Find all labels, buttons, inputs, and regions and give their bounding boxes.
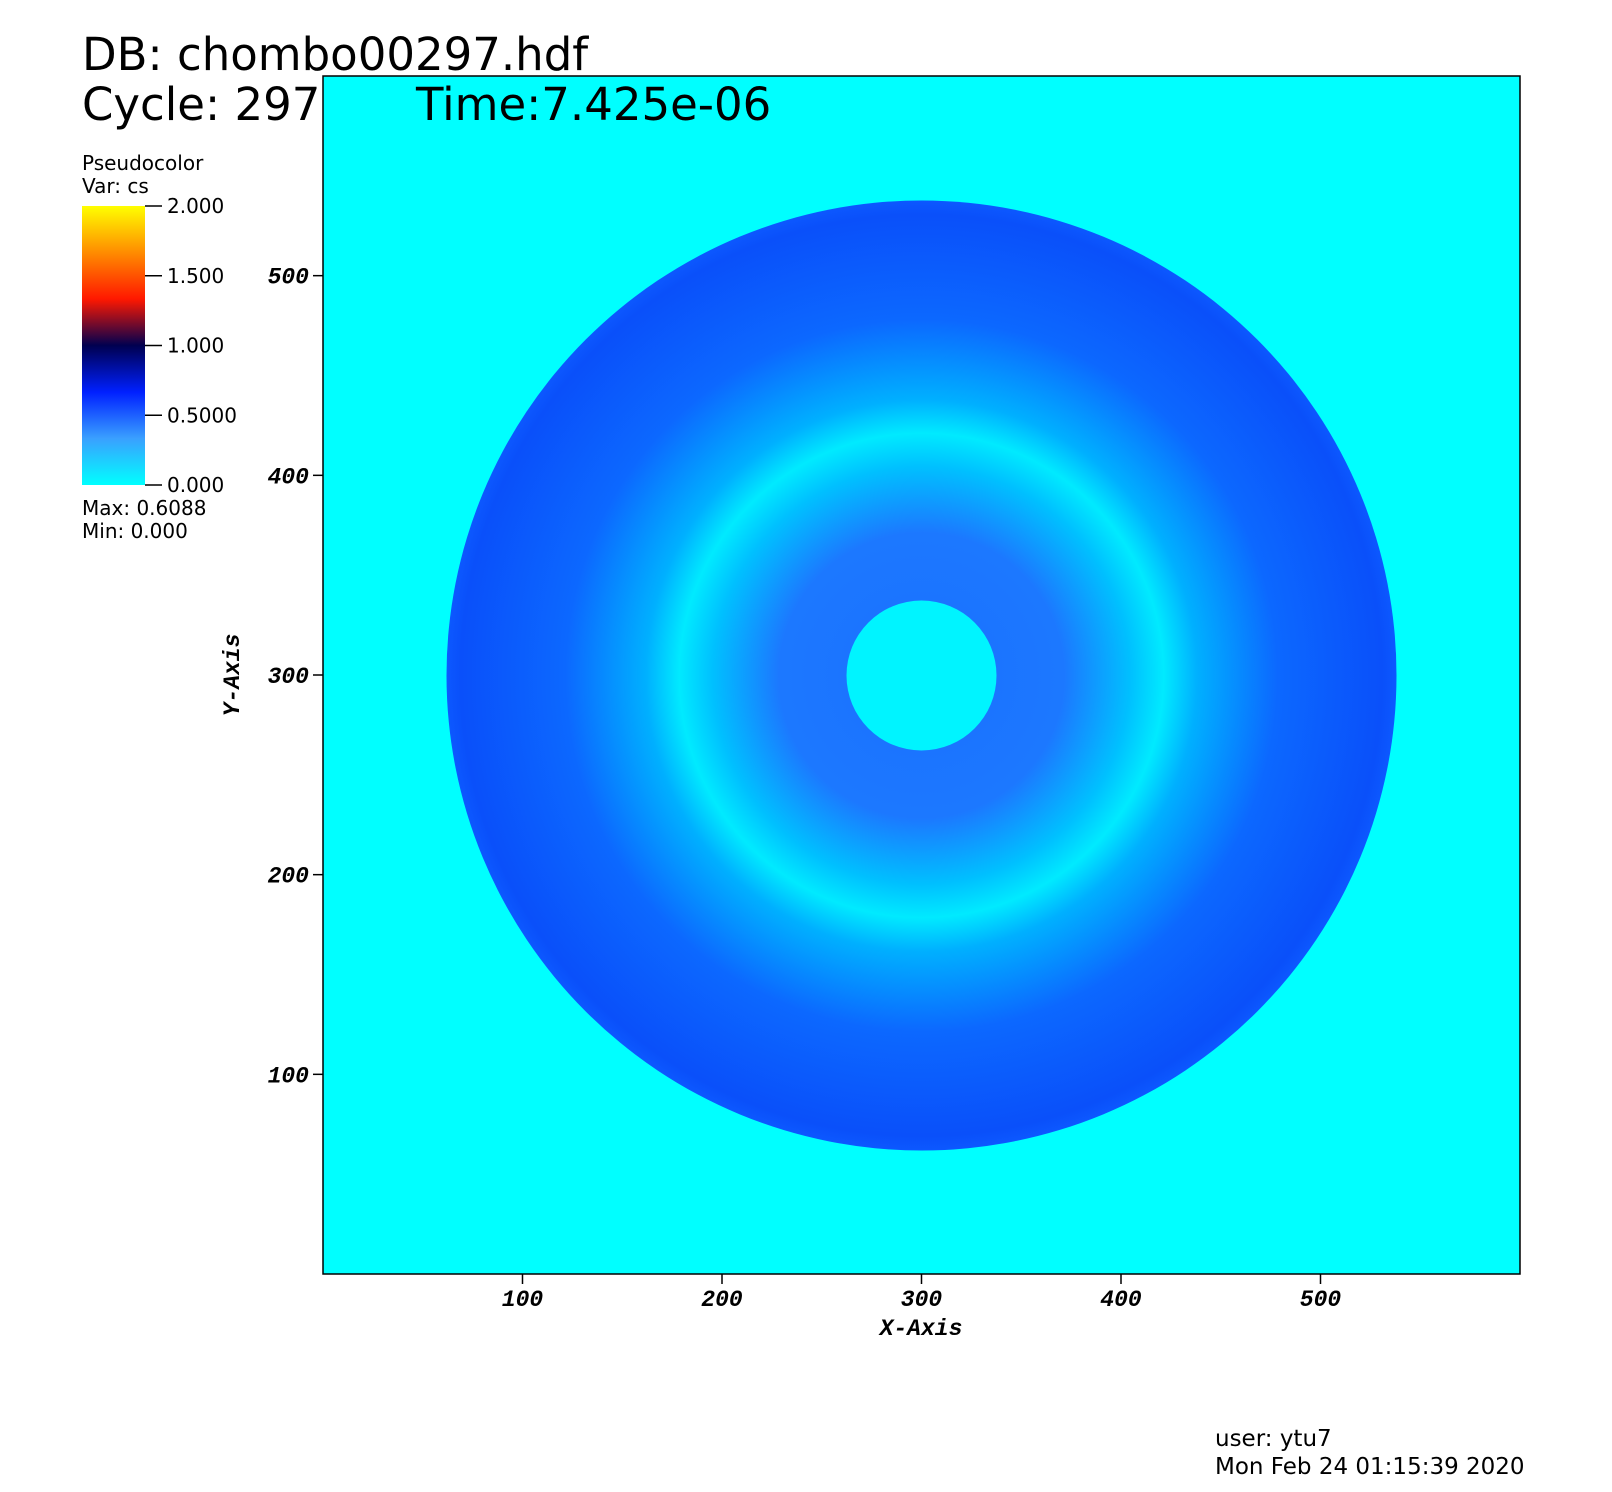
colorbar <box>82 206 145 485</box>
cycle-label: Cycle: 297 <box>82 78 320 131</box>
legend-max: Max: 0.6088 <box>82 496 206 520</box>
plot-field <box>322 75 1521 1275</box>
colorbar-tick-label: 0.5000 <box>167 403 237 427</box>
y-tick-label: 400 <box>268 464 310 490</box>
time-label: Time:7.425e-06 <box>415 78 771 131</box>
colorbar-tick-label: 1.500 <box>167 264 224 288</box>
colorbar-tick-label: 2.000 <box>167 194 224 218</box>
x-axis-title: X-Axis <box>878 1316 963 1342</box>
y-tick-label: 200 <box>268 864 310 890</box>
date-label: Mon Feb 24 01:15:39 2020 <box>1215 1454 1525 1480</box>
x-tick-label: 500 <box>1300 1287 1342 1313</box>
legend-variable: Var: cs <box>82 174 149 198</box>
colorbar-tick-label: 1.000 <box>167 334 224 358</box>
user-label: user: ytu7 <box>1215 1426 1332 1452</box>
x-tick-label: 400 <box>1100 1287 1142 1313</box>
y-tick-label: 300 <box>268 664 310 690</box>
x-tick-label: 300 <box>901 1287 943 1313</box>
y-axis-title: Y-Axis <box>220 634 246 717</box>
y-tick-label: 500 <box>268 265 310 291</box>
colorbar-tick-label: 0.000 <box>167 473 224 497</box>
inner-core <box>846 600 997 751</box>
database-label: DB: chombo00297.hdf <box>82 28 589 81</box>
legend-min: Min: 0.000 <box>82 519 188 543</box>
legend-title: Pseudocolor <box>82 151 204 175</box>
x-tick-label: 100 <box>502 1287 544 1313</box>
x-tick-label: 200 <box>701 1287 743 1313</box>
y-tick-label: 100 <box>268 1063 310 1089</box>
